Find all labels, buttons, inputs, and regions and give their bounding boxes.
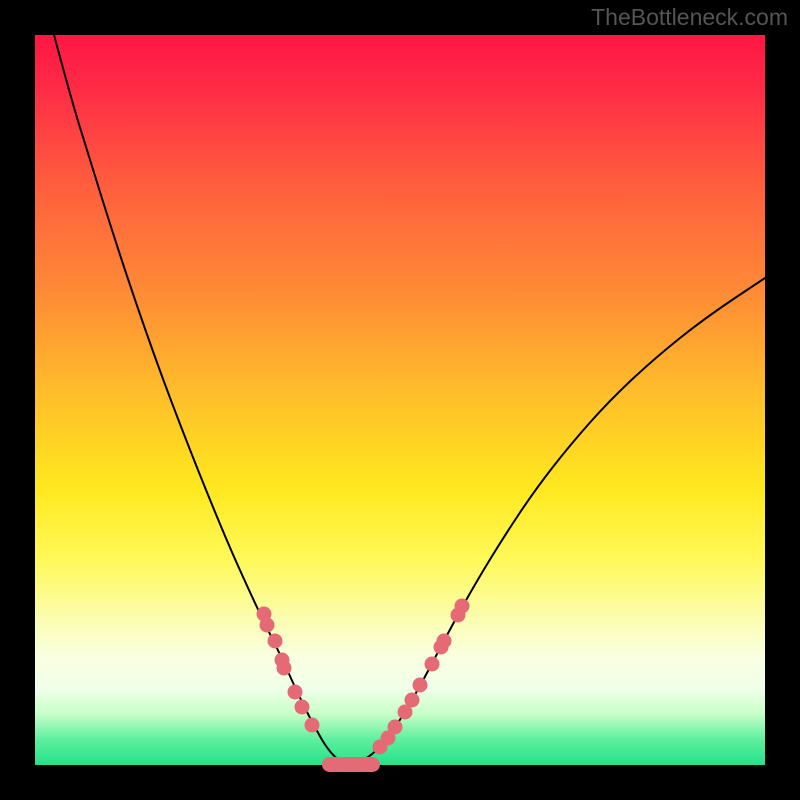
marker-right	[437, 634, 452, 649]
chart-svg	[0, 0, 800, 800]
marker-right	[388, 720, 403, 735]
marker-left	[260, 618, 275, 633]
marker-right	[455, 599, 470, 614]
chart-container: TheBottleneck.com	[0, 0, 800, 800]
marker-right	[413, 678, 428, 693]
watermark-text: TheBottleneck.com	[591, 4, 788, 31]
marker-bottom-capsule	[322, 757, 380, 772]
marker-left	[268, 634, 283, 649]
plot-area	[35, 35, 765, 765]
marker-left	[288, 685, 303, 700]
marker-left	[305, 718, 320, 733]
marker-right	[425, 657, 440, 672]
marker-right	[405, 693, 420, 708]
marker-left	[277, 661, 292, 676]
marker-left	[295, 700, 310, 715]
